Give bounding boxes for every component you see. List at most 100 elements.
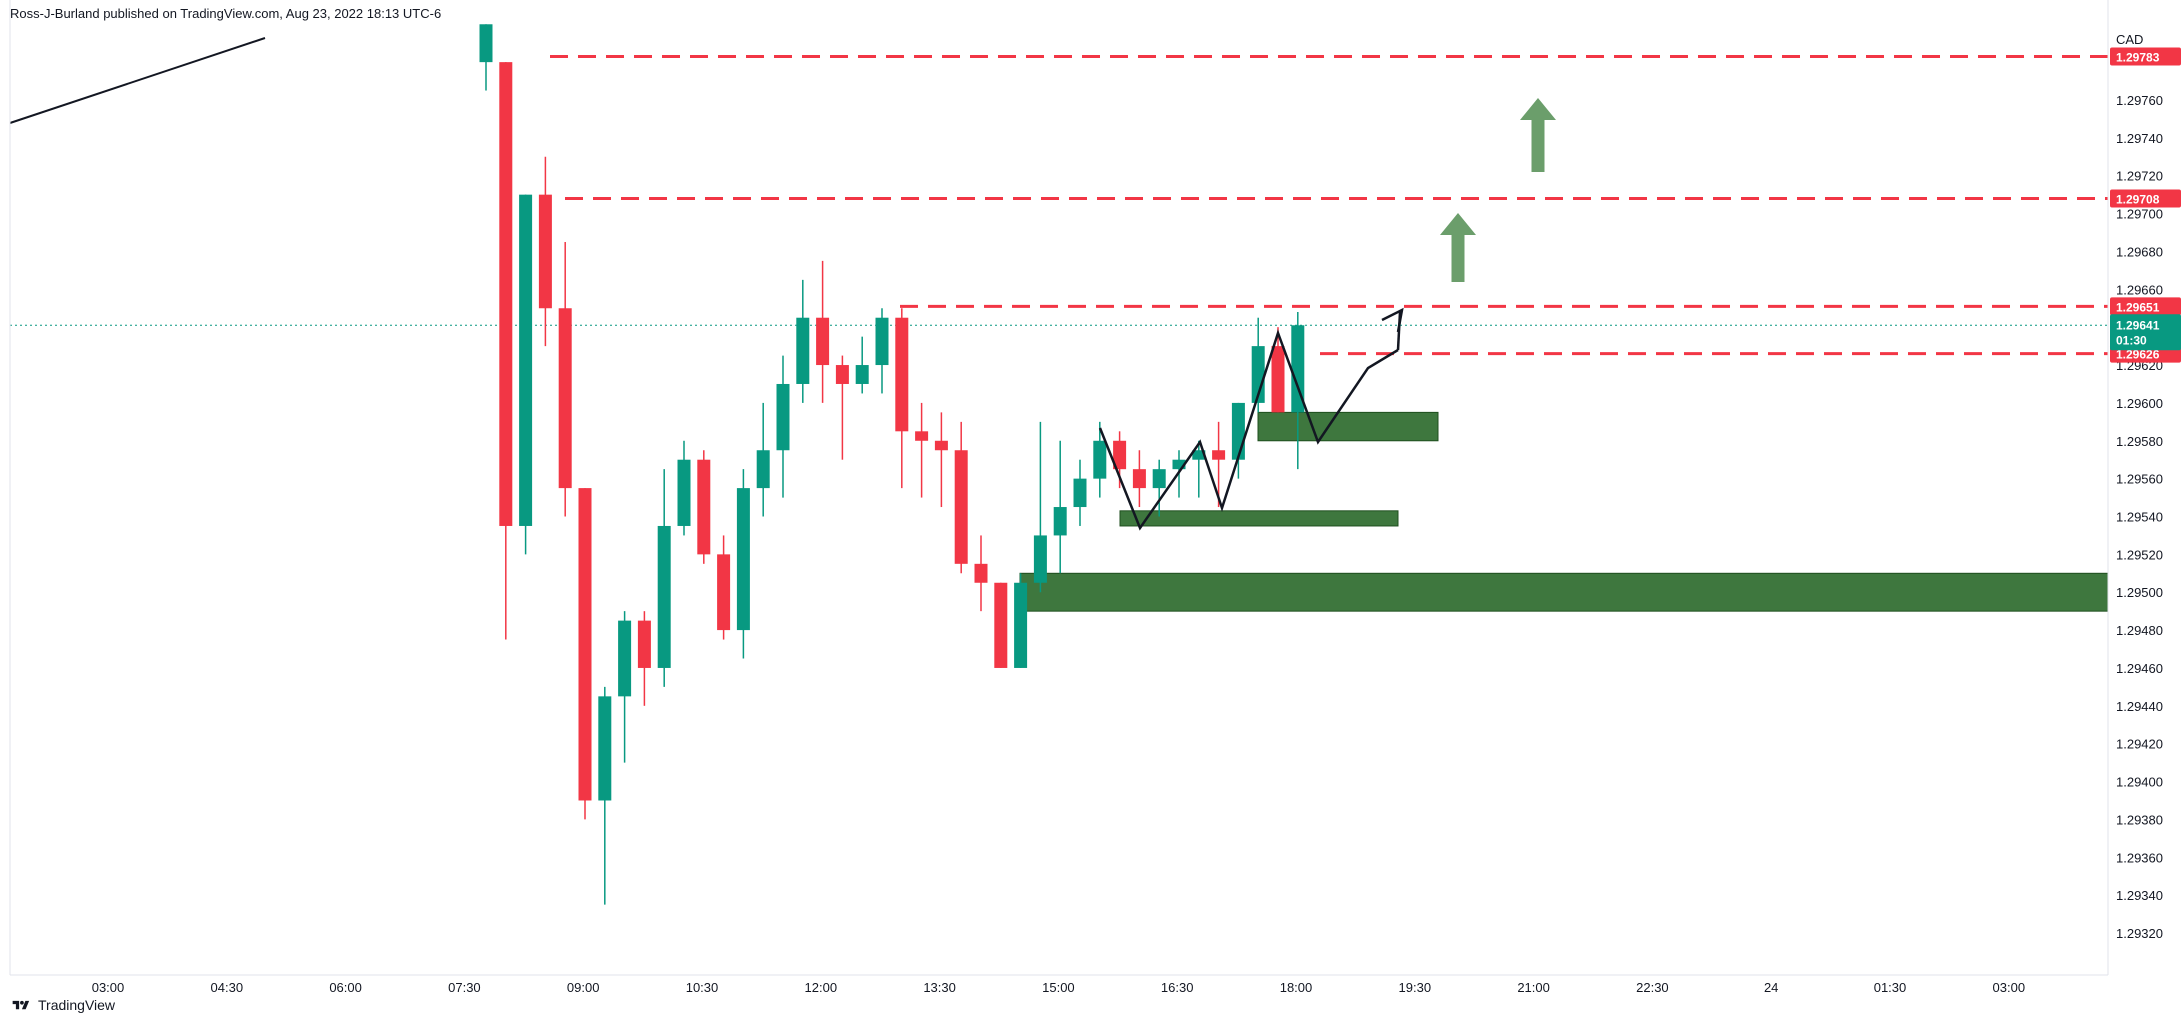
candle-body bbox=[1033, 535, 1047, 583]
candle bbox=[1291, 312, 1305, 470]
candle-body bbox=[736, 488, 750, 631]
tradingview-logo-icon bbox=[12, 1000, 30, 1009]
candle bbox=[756, 402, 770, 517]
candle bbox=[1053, 440, 1067, 574]
trend-line[interactable] bbox=[9, 37, 266, 124]
time-tick-label: 06:00 bbox=[329, 980, 362, 995]
candle-body bbox=[816, 317, 830, 366]
candle bbox=[598, 686, 612, 905]
price-tick-label: 1.29600 bbox=[2116, 396, 2163, 411]
candle bbox=[816, 260, 830, 403]
candle-body bbox=[974, 563, 988, 583]
current-price-label: 1.29641 bbox=[2116, 318, 2160, 332]
price-axis[interactable]: CAD 1.29760 1.29740 1.29720 1.29700 1.29680 1.… bbox=[9, 0, 2163, 975]
price-tag bbox=[2110, 297, 2181, 316]
price-tick-label: 1.29560 bbox=[2116, 472, 2163, 487]
resistance-levels[interactable] bbox=[10, 54, 2108, 356]
time-tick-label: 01:30 bbox=[1874, 980, 1907, 995]
candle bbox=[895, 308, 909, 489]
time-tick-label: 13:30 bbox=[923, 980, 956, 995]
candle-body bbox=[697, 459, 711, 555]
candle bbox=[637, 611, 651, 706]
price-tick-label: 1.29660 bbox=[2116, 282, 2163, 297]
candle-body bbox=[1291, 325, 1305, 413]
candle-body bbox=[1212, 450, 1226, 460]
support-zones[interactable] bbox=[1019, 411, 2109, 612]
price-tick-label: 1.29420 bbox=[2116, 737, 2163, 752]
candle-body bbox=[934, 440, 948, 451]
candle-body bbox=[875, 317, 889, 366]
candlesticks bbox=[479, 24, 1305, 905]
time-tick-label: 07:30 bbox=[448, 980, 481, 995]
price-tag bbox=[2110, 189, 2181, 208]
candle bbox=[776, 355, 790, 498]
publisher-header: Ross-J-Burland published on TradingView.… bbox=[10, 6, 441, 21]
publisher-text: Ross-J-Burland published on TradingView.… bbox=[10, 6, 442, 21]
candle bbox=[1132, 450, 1146, 508]
candle-body bbox=[1271, 346, 1285, 413]
countdown-label: 01:30 bbox=[2116, 333, 2147, 347]
support-zone[interactable] bbox=[1019, 572, 2109, 612]
candle bbox=[657, 469, 671, 687]
price-tick-label: 1.29320 bbox=[2116, 926, 2163, 941]
candle-body bbox=[677, 459, 691, 526]
candle bbox=[519, 194, 533, 555]
candle bbox=[855, 336, 869, 394]
candle-body bbox=[657, 525, 671, 668]
time-tick-label: 22:30 bbox=[1636, 980, 1669, 995]
candle bbox=[1212, 421, 1226, 508]
candle-body bbox=[1014, 582, 1028, 668]
price-tick-label: 1.29400 bbox=[2116, 775, 2163, 790]
time-tick-label: 19:30 bbox=[1399, 980, 1432, 995]
time-tick-label: 24 bbox=[1764, 980, 1778, 995]
price-tag-label: 1.29783 bbox=[2116, 50, 2160, 64]
support-zone[interactable] bbox=[1257, 411, 1439, 442]
time-tick-label: 16:30 bbox=[1161, 980, 1194, 995]
trend-line-drawing[interactable] bbox=[9, 20, 320, 124]
time-axis[interactable]: 03:00 04:30 06:00 07:30 09:00 10:30 12:00 13:30… bbox=[10, 974, 2108, 995]
up-arrow-icon[interactable] bbox=[1440, 213, 1476, 282]
candle-body bbox=[895, 317, 909, 432]
zigzag-pattern-line[interactable] bbox=[1098, 329, 1399, 531]
up-arrow-icon[interactable] bbox=[1520, 98, 1556, 172]
candle bbox=[717, 535, 731, 640]
candle bbox=[875, 308, 889, 394]
price-tick-label: 1.29740 bbox=[2116, 131, 2163, 146]
price-tick-label: 1.29760 bbox=[2116, 93, 2163, 108]
price-tick-label: 1.29520 bbox=[2116, 547, 2163, 562]
candle bbox=[538, 156, 552, 347]
candle bbox=[974, 535, 988, 612]
candle-body bbox=[776, 383, 790, 451]
target-arrows[interactable] bbox=[1440, 98, 1556, 282]
price-tag-label: 1.29626 bbox=[2116, 348, 2160, 362]
candle bbox=[954, 421, 968, 574]
candle bbox=[994, 582, 1008, 668]
candle bbox=[1014, 573, 1028, 668]
price-tick-label: 1.29680 bbox=[2116, 244, 2163, 259]
candle-body bbox=[1152, 469, 1166, 489]
candle-body bbox=[835, 365, 849, 384]
candle-body bbox=[954, 450, 968, 564]
candle bbox=[499, 62, 513, 640]
time-tick-label: 21:00 bbox=[1517, 980, 1550, 995]
candle-body bbox=[855, 365, 869, 384]
support-zone[interactable] bbox=[1119, 510, 1399, 527]
arrowhead-icon[interactable] bbox=[1381, 307, 1404, 333]
candle-body bbox=[1113, 440, 1127, 470]
candle bbox=[835, 355, 849, 460]
candle-body bbox=[994, 582, 1008, 668]
time-tick-label: 03:00 bbox=[1993, 980, 2026, 995]
candle-body bbox=[519, 194, 533, 526]
time-tick-label: 09:00 bbox=[567, 980, 600, 995]
currency-label: CAD bbox=[2116, 32, 2143, 47]
candle bbox=[915, 402, 929, 498]
candle-body bbox=[756, 450, 770, 489]
time-tick-label: 10:30 bbox=[686, 980, 719, 995]
candle-body bbox=[1093, 440, 1107, 479]
candle-body bbox=[1132, 469, 1146, 489]
tradingview-footer[interactable]: TradingView bbox=[10, 997, 115, 1013]
candle bbox=[1033, 421, 1047, 593]
pattern-drawings[interactable] bbox=[1098, 307, 1404, 531]
